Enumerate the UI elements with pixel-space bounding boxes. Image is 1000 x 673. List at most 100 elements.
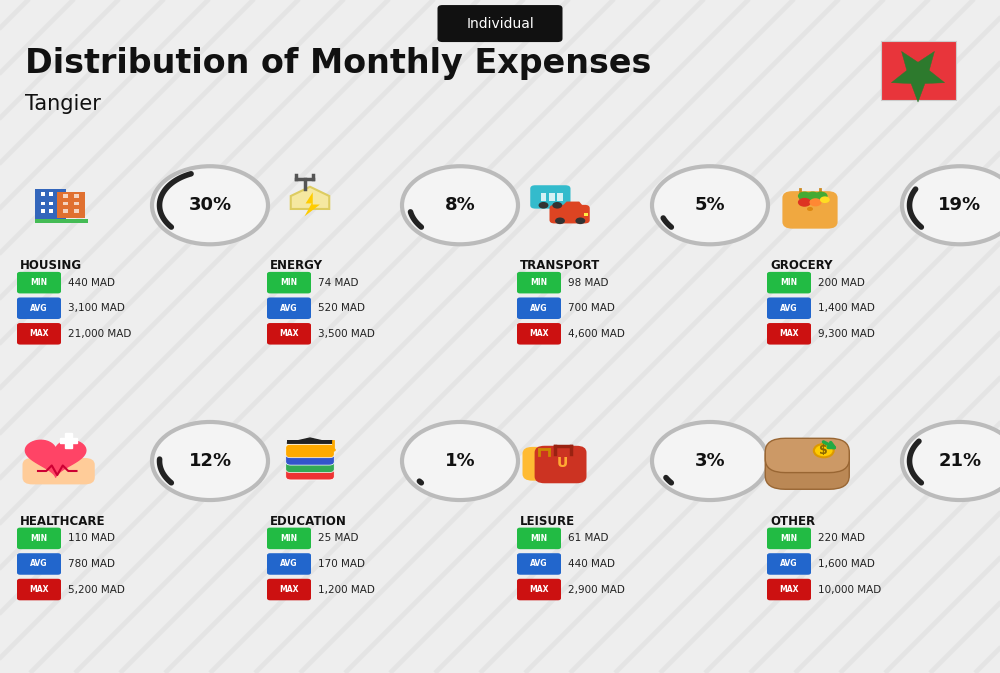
Text: AVG: AVG xyxy=(530,304,548,313)
Circle shape xyxy=(798,192,811,201)
Text: 21,000 MAD: 21,000 MAD xyxy=(68,329,131,339)
Text: $: $ xyxy=(819,444,828,457)
FancyBboxPatch shape xyxy=(765,438,849,472)
Circle shape xyxy=(809,199,822,207)
FancyBboxPatch shape xyxy=(541,193,546,201)
Text: LEISURE: LEISURE xyxy=(520,515,575,528)
FancyBboxPatch shape xyxy=(35,188,66,222)
Text: AVG: AVG xyxy=(30,559,48,569)
Circle shape xyxy=(814,444,834,458)
FancyBboxPatch shape xyxy=(267,272,311,293)
Polygon shape xyxy=(287,438,333,444)
FancyBboxPatch shape xyxy=(549,193,554,201)
Text: 170 MAD: 170 MAD xyxy=(318,559,365,569)
FancyBboxPatch shape xyxy=(286,444,334,458)
FancyBboxPatch shape xyxy=(17,579,61,600)
Polygon shape xyxy=(25,440,86,477)
Text: MIN: MIN xyxy=(30,534,48,543)
Circle shape xyxy=(807,207,813,211)
Circle shape xyxy=(814,192,828,201)
Text: 19%: 19% xyxy=(938,197,982,214)
Text: 5%: 5% xyxy=(695,197,725,214)
Text: MAX: MAX xyxy=(779,585,799,594)
Text: 3,500 MAD: 3,500 MAD xyxy=(318,329,375,339)
Text: MAX: MAX xyxy=(279,585,299,594)
Text: 2,900 MAD: 2,900 MAD xyxy=(568,585,625,594)
Circle shape xyxy=(652,166,768,244)
Text: 440 MAD: 440 MAD xyxy=(68,278,115,287)
Text: 1,400 MAD: 1,400 MAD xyxy=(818,304,875,313)
Text: 1,200 MAD: 1,200 MAD xyxy=(318,585,375,594)
Circle shape xyxy=(575,217,585,224)
Polygon shape xyxy=(891,51,945,102)
FancyBboxPatch shape xyxy=(530,185,570,209)
Text: MAX: MAX xyxy=(279,329,299,339)
Text: 9,300 MAD: 9,300 MAD xyxy=(818,329,875,339)
Text: 30%: 30% xyxy=(188,197,232,214)
FancyBboxPatch shape xyxy=(517,579,561,600)
Text: ENERGY: ENERGY xyxy=(270,259,323,272)
Text: Tangier: Tangier xyxy=(25,94,101,114)
FancyBboxPatch shape xyxy=(584,213,588,217)
Text: 3,100 MAD: 3,100 MAD xyxy=(68,304,125,313)
FancyBboxPatch shape xyxy=(49,192,53,196)
FancyBboxPatch shape xyxy=(267,553,311,575)
FancyBboxPatch shape xyxy=(517,272,561,293)
Circle shape xyxy=(152,422,268,500)
FancyBboxPatch shape xyxy=(517,297,561,319)
Circle shape xyxy=(402,422,518,500)
Circle shape xyxy=(652,422,768,500)
Circle shape xyxy=(152,166,268,244)
Text: U: U xyxy=(557,456,568,470)
Circle shape xyxy=(552,202,562,209)
FancyBboxPatch shape xyxy=(782,191,838,229)
Text: MAX: MAX xyxy=(29,585,49,594)
Text: AVG: AVG xyxy=(780,304,798,313)
Text: HOUSING: HOUSING xyxy=(20,259,82,272)
FancyBboxPatch shape xyxy=(767,528,811,549)
Text: AVG: AVG xyxy=(280,304,298,313)
Circle shape xyxy=(820,197,830,203)
FancyBboxPatch shape xyxy=(74,202,79,205)
FancyBboxPatch shape xyxy=(35,219,88,223)
Text: 74 MAD: 74 MAD xyxy=(318,278,358,287)
Text: TRANSPORT: TRANSPORT xyxy=(520,259,600,272)
FancyBboxPatch shape xyxy=(550,205,590,223)
Circle shape xyxy=(902,422,1000,500)
Text: 5,200 MAD: 5,200 MAD xyxy=(68,585,125,594)
FancyBboxPatch shape xyxy=(23,458,95,485)
Text: 98 MAD: 98 MAD xyxy=(568,278,609,287)
Text: MAX: MAX xyxy=(779,329,799,339)
FancyBboxPatch shape xyxy=(17,323,61,345)
Text: 61 MAD: 61 MAD xyxy=(568,534,609,543)
Text: MIN: MIN xyxy=(30,278,48,287)
FancyBboxPatch shape xyxy=(267,579,311,600)
Text: MIN: MIN xyxy=(280,278,298,287)
FancyBboxPatch shape xyxy=(765,442,849,489)
FancyBboxPatch shape xyxy=(267,323,311,345)
Text: 440 MAD: 440 MAD xyxy=(568,559,615,569)
FancyBboxPatch shape xyxy=(767,553,811,575)
Text: 200 MAD: 200 MAD xyxy=(818,278,865,287)
FancyBboxPatch shape xyxy=(767,272,811,293)
Text: Individual: Individual xyxy=(466,17,534,30)
FancyBboxPatch shape xyxy=(49,209,53,213)
Text: MAX: MAX xyxy=(29,329,49,339)
FancyBboxPatch shape xyxy=(17,297,61,319)
Text: Distribution of Monthly Expenses: Distribution of Monthly Expenses xyxy=(25,47,651,81)
Polygon shape xyxy=(304,192,320,217)
FancyBboxPatch shape xyxy=(767,323,811,345)
Text: 25 MAD: 25 MAD xyxy=(318,534,358,543)
FancyBboxPatch shape xyxy=(17,272,61,293)
Text: MIN: MIN xyxy=(780,278,798,287)
Text: HEALTHCARE: HEALTHCARE xyxy=(20,515,106,528)
Text: MIN: MIN xyxy=(780,534,798,543)
Text: 12%: 12% xyxy=(188,452,232,470)
Text: MIN: MIN xyxy=(530,534,548,543)
FancyBboxPatch shape xyxy=(57,192,85,218)
FancyBboxPatch shape xyxy=(267,297,311,319)
FancyBboxPatch shape xyxy=(287,439,333,444)
Circle shape xyxy=(330,448,336,452)
FancyBboxPatch shape xyxy=(267,528,311,549)
FancyBboxPatch shape xyxy=(523,447,565,481)
